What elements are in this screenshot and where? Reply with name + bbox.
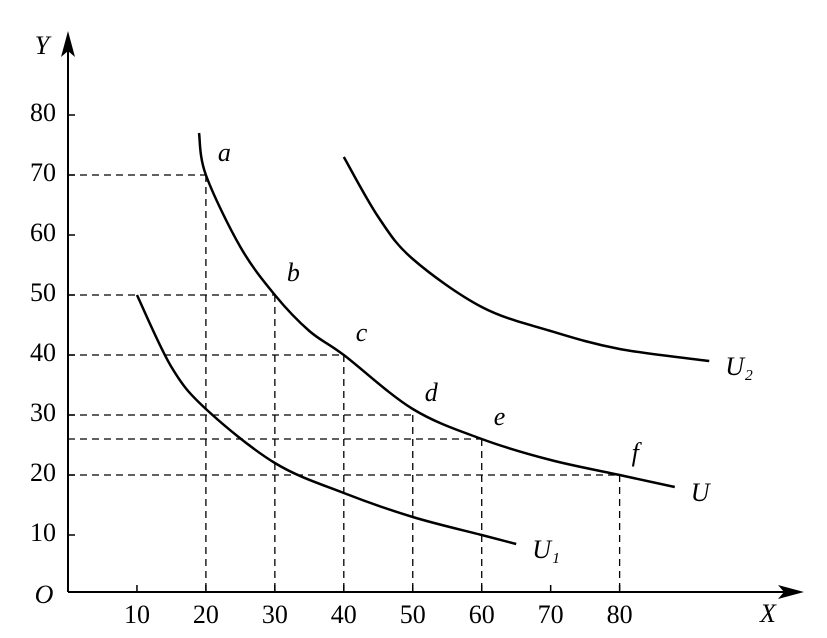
- y-tick-label: 60: [30, 218, 56, 247]
- point-label: c: [356, 318, 368, 347]
- point-label: a: [218, 138, 231, 167]
- point-label: f: [632, 438, 643, 467]
- point-label: b: [287, 258, 300, 287]
- y-tick-label: 40: [30, 338, 56, 367]
- x-tick-label: 70: [538, 600, 564, 629]
- curve-label: U₂: [725, 352, 753, 381]
- curve: [197, 132, 676, 489]
- y-tick-label: 80: [30, 98, 56, 127]
- point-label: e: [494, 402, 506, 431]
- y-tick-label: 10: [30, 518, 56, 547]
- x-axis-arrow: [778, 585, 804, 599]
- x-tick-label: 30: [262, 600, 288, 629]
- y-tick-label: 50: [30, 278, 56, 307]
- curve-label: U: [691, 478, 712, 507]
- y-axis-arrow: [61, 31, 75, 57]
- y-axis-label: Y: [35, 31, 52, 60]
- x-tick-label: 40: [331, 600, 357, 629]
- x-tick-label: 80: [607, 600, 633, 629]
- x-tick-label: 20: [193, 600, 219, 629]
- x-tick-label: 60: [469, 600, 495, 629]
- curve: [342, 156, 710, 363]
- y-tick-label: 30: [30, 398, 56, 427]
- y-tick-label: 20: [30, 458, 56, 487]
- curve: [135, 294, 517, 546]
- x-tick-label: 50: [400, 600, 426, 629]
- curve-label: U₁: [532, 535, 560, 564]
- point-label: d: [425, 378, 439, 407]
- x-axis-label: X: [759, 599, 777, 628]
- x-tick-label: 10: [124, 600, 150, 629]
- origin-label: O: [35, 580, 54, 609]
- y-tick-label: 70: [30, 158, 56, 187]
